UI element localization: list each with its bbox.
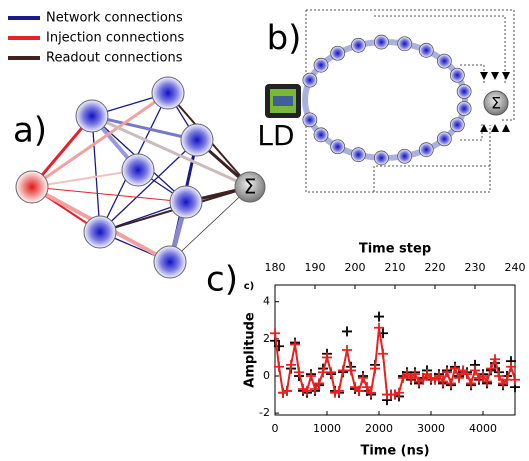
x2-tick-label: 210: [385, 261, 406, 274]
ring-node: [437, 132, 451, 146]
point-marker: [270, 328, 280, 338]
point-marker: [290, 339, 300, 349]
ring-node: [398, 37, 412, 51]
point-marker: [342, 345, 352, 355]
x2-tick-label: 220: [425, 261, 446, 274]
point-marker: [446, 378, 456, 388]
x-tick-label: 3000: [417, 422, 445, 435]
ring-node: [303, 73, 317, 87]
x2-axis-title: Time step: [359, 242, 431, 257]
ring-node: [419, 143, 433, 157]
ring-node: [450, 68, 464, 82]
ring-node: [314, 128, 328, 142]
ring-node: [374, 35, 388, 49]
x2-tick-label: 240: [505, 261, 526, 274]
x-tick-label: 0: [272, 422, 279, 435]
y-tick-label: 4: [263, 295, 270, 308]
point-marker: [306, 371, 316, 381]
ring-node: [331, 46, 345, 60]
y-axis-title: Amplitude: [243, 312, 258, 388]
ring-node: [419, 43, 433, 57]
ring-node: [351, 148, 365, 162]
ring-node: [450, 118, 464, 132]
x-tick-label: 4000: [469, 422, 497, 435]
panel-label: b): [267, 19, 302, 59]
x2-tick-label: 190: [305, 261, 326, 274]
point-marker: [342, 326, 352, 336]
panel-sublabel: c): [244, 281, 255, 292]
reservoir-diagram: [265, 10, 514, 192]
x2-tick-label: 230: [465, 261, 486, 274]
ld-label: LD: [257, 119, 294, 152]
panel-label: a): [13, 111, 47, 151]
ring-node: [457, 101, 471, 115]
sum-symbol: Σ: [491, 94, 501, 113]
ring-node: [314, 58, 328, 72]
legend-label: Injection connections: [46, 31, 184, 46]
point-marker: [378, 349, 388, 359]
legend-label: Readout connections: [46, 51, 183, 66]
ring-node: [398, 149, 412, 163]
ring-node: [437, 54, 451, 68]
figure: Network connections Injection connections…: [0, 0, 529, 457]
network-diagram: [16, 77, 265, 278]
ring-node: [303, 113, 317, 127]
x-tick-label: 2000: [365, 422, 393, 435]
point-marker: [374, 312, 384, 322]
ring-node: [331, 140, 345, 154]
y-tick-label: 0: [263, 369, 270, 382]
ring-node: [351, 38, 365, 52]
point-marker: [358, 373, 368, 383]
legend-label: Network connections: [46, 11, 183, 26]
ring-node: [457, 85, 471, 99]
legend: Network connections Injection connections…: [8, 11, 184, 66]
x-tick-label: 1000: [313, 422, 341, 435]
sum-symbol: Σ: [244, 175, 257, 199]
y-tick-label: -2: [259, 406, 270, 419]
panel-label: c): [206, 260, 238, 300]
x-axis-title: Time (ns): [360, 444, 429, 458]
ring-node: [374, 151, 388, 165]
chart: 0 1000 2000 3000 4000 180 190 200 210 220 230 240 4 2…: [206, 242, 525, 458]
x2-tick-label: 200: [345, 261, 366, 274]
x2-tick-label: 180: [265, 261, 286, 274]
page: Network connections Injection connections…: [0, 0, 529, 461]
y-tick-label: 2: [263, 332, 270, 345]
